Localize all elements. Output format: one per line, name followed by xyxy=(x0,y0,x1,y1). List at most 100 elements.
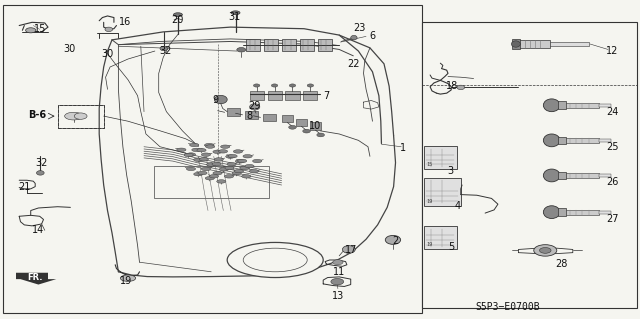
Text: B-6: B-6 xyxy=(28,110,46,121)
Ellipse shape xyxy=(213,150,222,153)
Text: 26: 26 xyxy=(606,177,619,188)
Ellipse shape xyxy=(225,166,234,170)
Bar xyxy=(58,105,104,128)
Ellipse shape xyxy=(202,153,211,156)
Text: 6: 6 xyxy=(369,31,376,41)
Bar xyxy=(245,111,258,119)
Text: 21: 21 xyxy=(18,182,31,192)
Text: 17: 17 xyxy=(345,245,358,256)
Ellipse shape xyxy=(543,169,560,182)
Ellipse shape xyxy=(227,162,236,166)
Ellipse shape xyxy=(237,159,247,163)
Bar xyxy=(263,114,276,121)
Bar xyxy=(424,178,461,206)
Text: 11: 11 xyxy=(333,267,346,277)
Ellipse shape xyxy=(205,176,214,180)
Text: 12: 12 xyxy=(606,46,619,56)
Text: 28: 28 xyxy=(555,259,568,269)
Text: S5P3−E0700B: S5P3−E0700B xyxy=(476,302,540,312)
Ellipse shape xyxy=(317,133,324,137)
Ellipse shape xyxy=(218,150,228,153)
Ellipse shape xyxy=(202,167,211,171)
Text: 27: 27 xyxy=(606,214,619,225)
Ellipse shape xyxy=(186,167,196,171)
Ellipse shape xyxy=(184,153,193,157)
Ellipse shape xyxy=(177,148,186,152)
Text: 13: 13 xyxy=(332,291,344,301)
Ellipse shape xyxy=(186,153,196,156)
Bar xyxy=(227,108,240,116)
Text: 16: 16 xyxy=(118,17,131,27)
Text: 9: 9 xyxy=(212,95,219,106)
Text: 29: 29 xyxy=(248,101,261,111)
Ellipse shape xyxy=(36,171,44,175)
Bar xyxy=(424,146,457,169)
Ellipse shape xyxy=(212,162,221,166)
Ellipse shape xyxy=(289,125,296,129)
Bar xyxy=(264,39,278,51)
Ellipse shape xyxy=(237,48,246,52)
Ellipse shape xyxy=(232,171,241,175)
Ellipse shape xyxy=(65,112,83,120)
Ellipse shape xyxy=(333,260,343,265)
Ellipse shape xyxy=(213,171,222,175)
Ellipse shape xyxy=(540,248,551,253)
Ellipse shape xyxy=(543,134,560,147)
Text: 25: 25 xyxy=(606,142,619,152)
Ellipse shape xyxy=(192,148,201,152)
Ellipse shape xyxy=(214,158,223,161)
Text: 14: 14 xyxy=(32,225,45,235)
Text: 1: 1 xyxy=(400,143,406,153)
Ellipse shape xyxy=(74,113,87,119)
Ellipse shape xyxy=(245,164,254,168)
Ellipse shape xyxy=(351,35,357,40)
Ellipse shape xyxy=(189,143,199,147)
Bar xyxy=(3,5,422,313)
Ellipse shape xyxy=(226,155,235,158)
Ellipse shape xyxy=(120,275,136,281)
Text: 18: 18 xyxy=(445,81,458,91)
Ellipse shape xyxy=(543,206,560,219)
Bar xyxy=(599,104,611,107)
Ellipse shape xyxy=(243,248,307,272)
Text: 31: 31 xyxy=(228,11,241,22)
Bar xyxy=(512,39,520,49)
Bar xyxy=(558,137,566,144)
Ellipse shape xyxy=(534,245,557,256)
Bar xyxy=(424,226,457,249)
Ellipse shape xyxy=(231,11,240,15)
Bar xyxy=(558,208,566,216)
Text: 10: 10 xyxy=(308,121,321,131)
Ellipse shape xyxy=(209,174,219,178)
Text: 4: 4 xyxy=(454,201,461,211)
Text: FR.: FR. xyxy=(28,273,43,282)
Ellipse shape xyxy=(228,154,237,158)
Ellipse shape xyxy=(303,129,310,133)
Ellipse shape xyxy=(221,145,230,148)
Bar xyxy=(566,103,599,108)
Bar xyxy=(566,138,599,143)
Ellipse shape xyxy=(234,150,243,153)
Bar xyxy=(250,91,264,100)
Text: 32: 32 xyxy=(159,46,172,56)
Ellipse shape xyxy=(253,159,262,163)
Ellipse shape xyxy=(173,13,182,17)
Bar xyxy=(550,42,589,46)
Ellipse shape xyxy=(160,46,168,51)
Ellipse shape xyxy=(242,174,251,178)
Text: 7: 7 xyxy=(323,91,330,101)
Ellipse shape xyxy=(225,174,234,178)
Bar xyxy=(318,39,332,51)
Ellipse shape xyxy=(220,167,228,171)
Ellipse shape xyxy=(194,158,203,161)
Text: 2: 2 xyxy=(392,236,399,246)
Bar xyxy=(285,91,300,100)
Bar xyxy=(310,122,321,130)
Bar xyxy=(154,166,269,198)
Text: 3: 3 xyxy=(447,166,453,176)
Ellipse shape xyxy=(271,84,278,87)
Bar xyxy=(282,115,293,122)
Ellipse shape xyxy=(197,148,206,152)
Ellipse shape xyxy=(240,166,249,170)
Text: 19: 19 xyxy=(426,242,433,247)
